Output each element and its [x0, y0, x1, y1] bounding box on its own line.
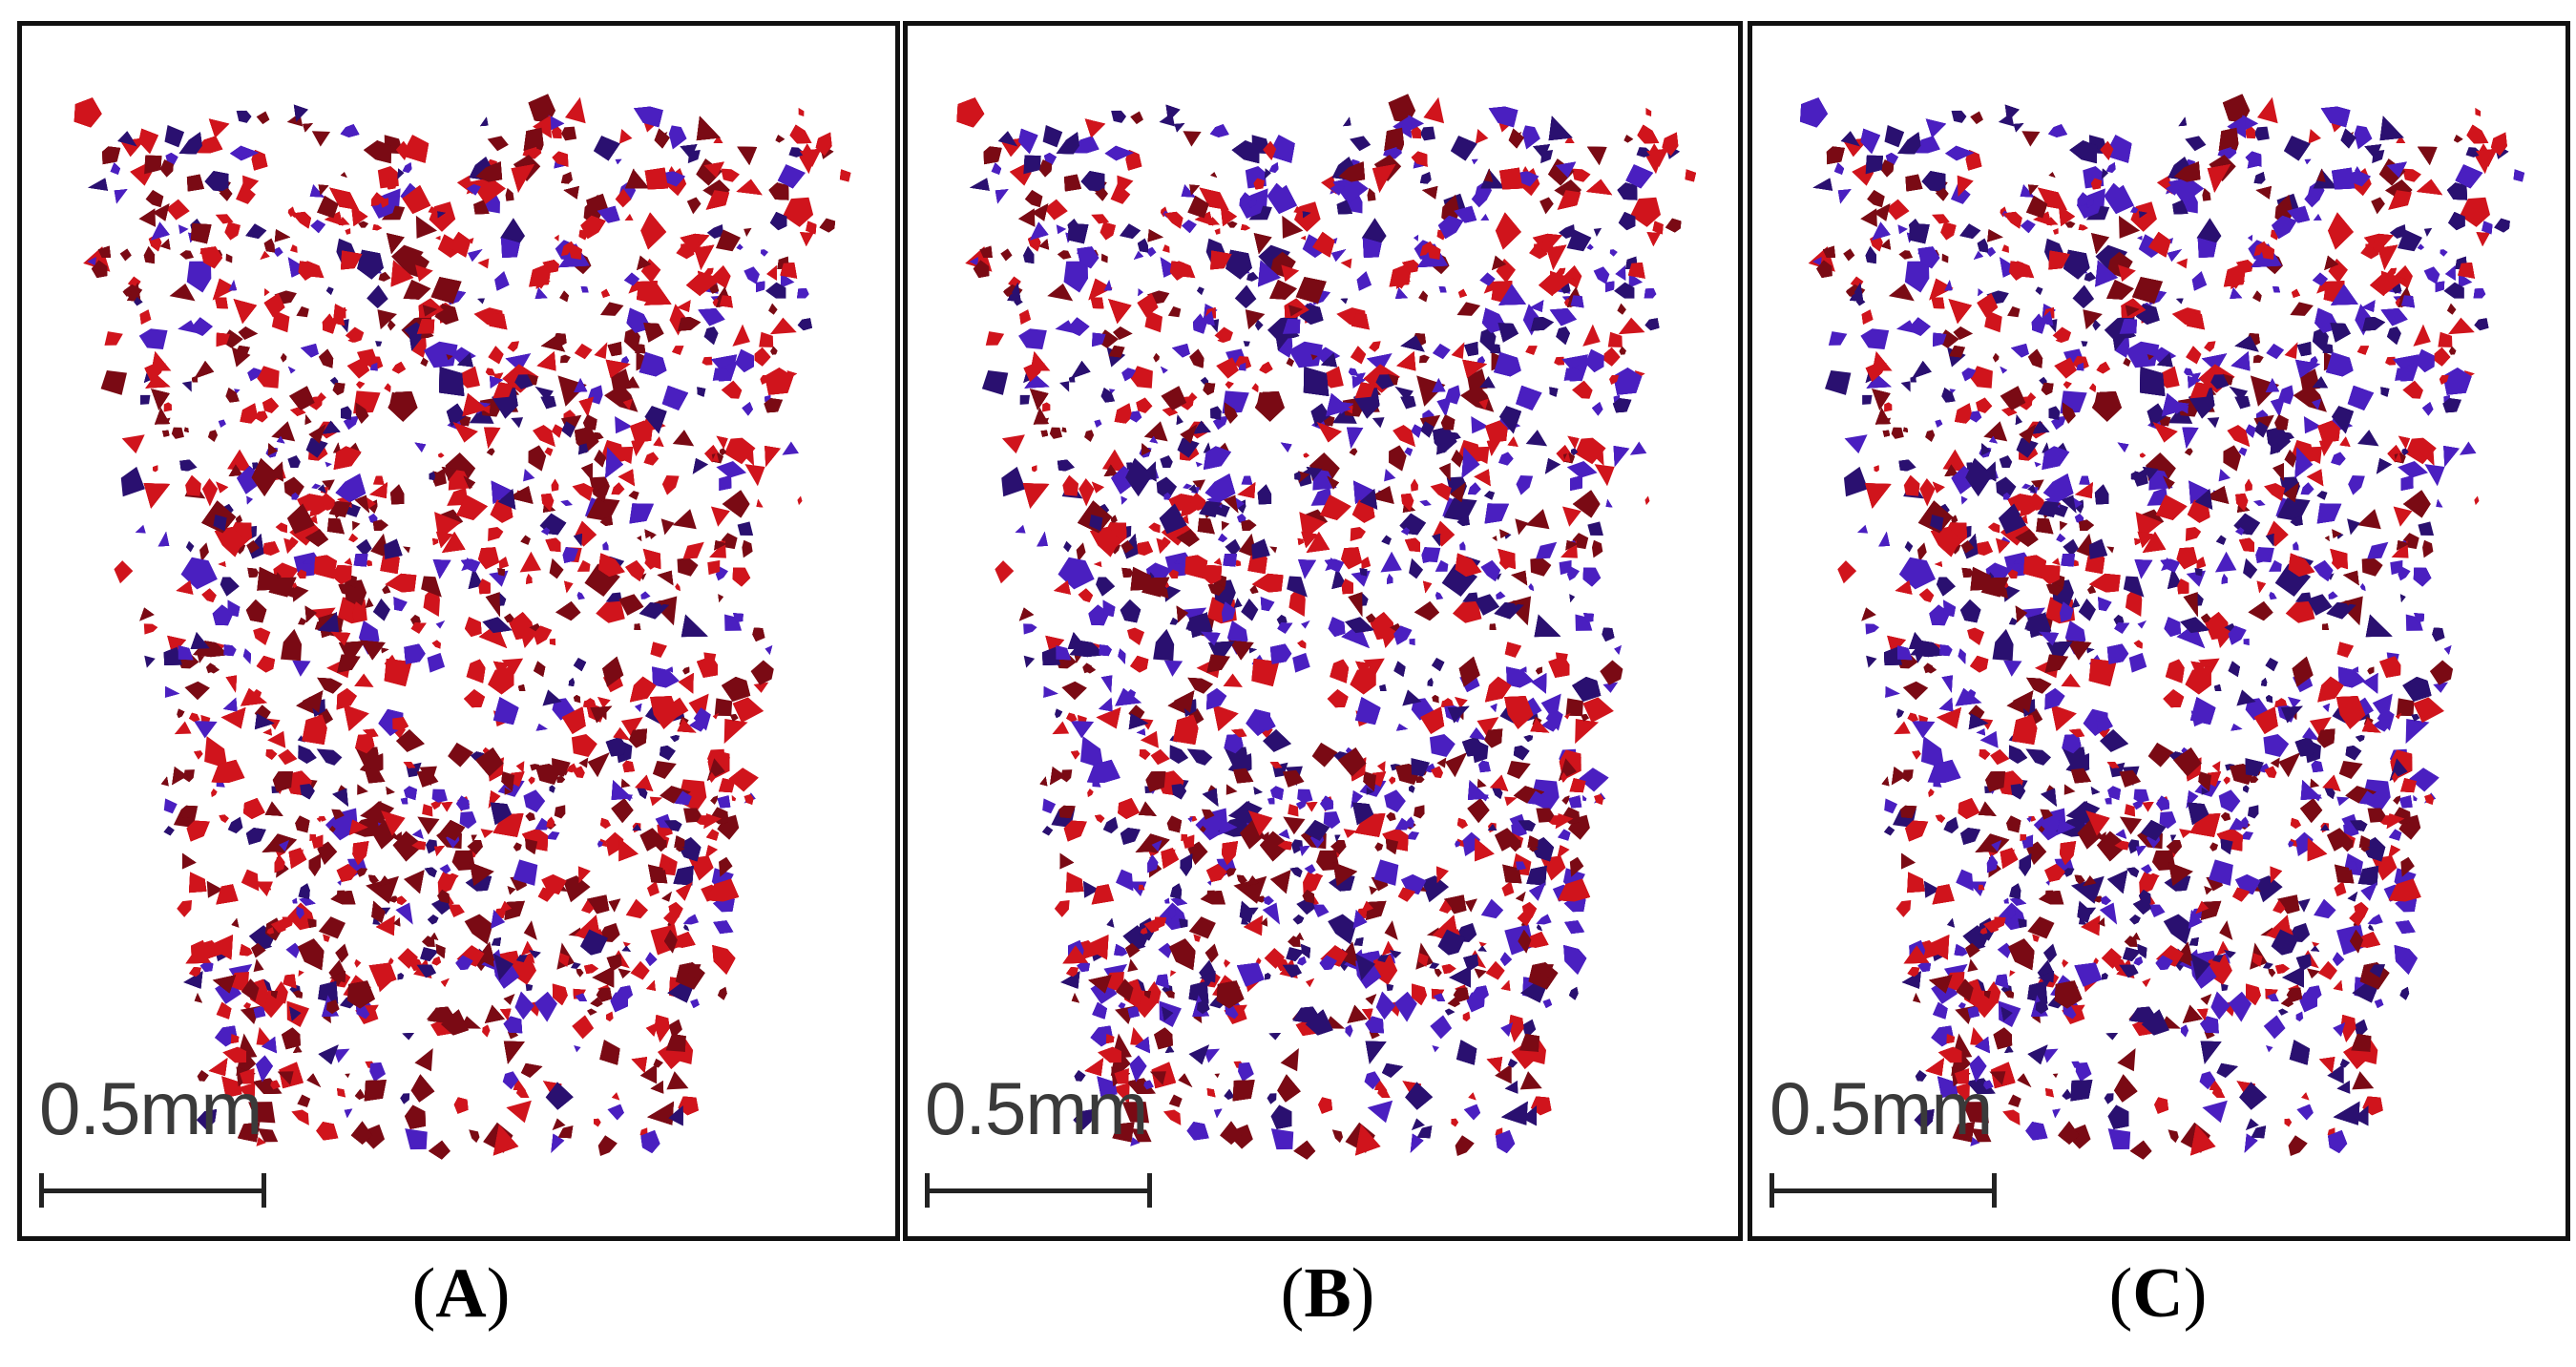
pore-cloud-render: [956, 94, 1697, 1160]
scale-bar-label: 0.5mm: [925, 1066, 1148, 1150]
panel-b: 0.5mm: [903, 21, 1743, 1241]
caption-a: (A): [411, 1254, 511, 1333]
scale-bar-label: 0.5mm: [39, 1066, 262, 1150]
caption-c: (C): [2108, 1254, 2208, 1333]
scale-bar-label: 0.5mm: [1770, 1066, 1993, 1150]
caption-b: (B): [1280, 1254, 1375, 1333]
scale-bar: [39, 1173, 266, 1208]
panel-c: 0.5mm: [1748, 21, 2570, 1241]
pore-cloud-render: [1800, 94, 2525, 1160]
panel-a: 0.5mm: [17, 21, 900, 1241]
pore-cloud-render: [73, 94, 851, 1160]
scale-bar: [1770, 1173, 1997, 1208]
scale-bar: [925, 1173, 1152, 1208]
